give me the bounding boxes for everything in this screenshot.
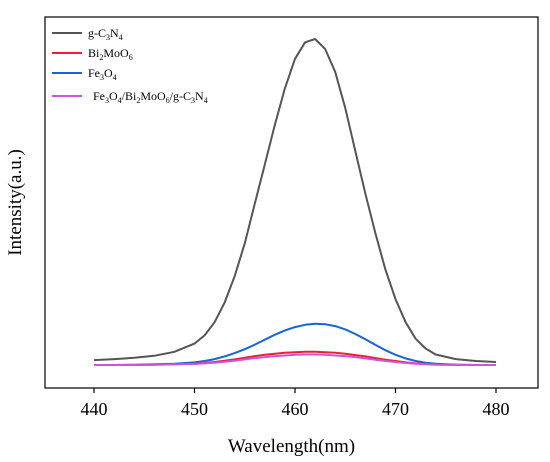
legend-label-part: MoO (140, 89, 166, 103)
x-axis-ticks: 440 450 460 470 480 (81, 388, 510, 419)
legend-label-part: 3 (191, 96, 195, 105)
legend-label-part: Bi (88, 46, 100, 60)
legend-label-part: N (195, 89, 204, 103)
legend-label-part: /g-C (170, 89, 191, 103)
x-tick-label: 450 (181, 399, 208, 419)
plot-frame (44, 16, 539, 389)
legend-label-part: 4 (118, 96, 122, 105)
legend-label-3: Fe3O4/Bi2MoO6/g-C3N4 (93, 89, 208, 105)
legend-label-part: 3 (106, 33, 110, 42)
x-tick-label: 440 (81, 399, 108, 419)
legend-label-part: 3 (105, 96, 109, 105)
legend-label-0: g-C3N4 (88, 26, 123, 42)
legend-label-part: 4 (119, 33, 123, 42)
legend-label-part: MoO (103, 46, 129, 60)
x-tick-label: 470 (382, 399, 409, 419)
legend-label-part: g-C (88, 26, 106, 40)
legend-label-2: Fe3O4 (88, 66, 117, 82)
legend-label-part: Fe (88, 66, 100, 80)
legend-label-part: 2 (136, 96, 140, 105)
series-layer (93, 38, 497, 366)
legend-label-part: Fe (93, 89, 105, 103)
legend-label-part: 2 (99, 53, 103, 62)
legend-label-part: 3 (100, 73, 104, 82)
legend-label-part: /Bi (122, 89, 137, 103)
legend-label-part: 4 (113, 73, 117, 82)
y-axis-title: Intensity(a.u.) (5, 149, 26, 256)
legend-label-part: O (109, 89, 118, 103)
legend-label-1: Bi2MoO6 (88, 46, 133, 62)
legend-label-part: O (104, 66, 113, 80)
series-line-3 (94, 353, 496, 366)
legend-label-part: 4 (204, 96, 208, 105)
series-line-2 (94, 322, 496, 366)
legend-label-part: N (110, 26, 119, 40)
series-line-0 (93, 38, 497, 363)
x-tick-label: 480 (483, 399, 510, 419)
x-axis-title: Wavelength(nm) (228, 436, 355, 457)
legend-label-part: 6 (129, 53, 133, 62)
x-tick-label: 460 (282, 399, 309, 419)
legend-label-part: 6 (166, 96, 170, 105)
